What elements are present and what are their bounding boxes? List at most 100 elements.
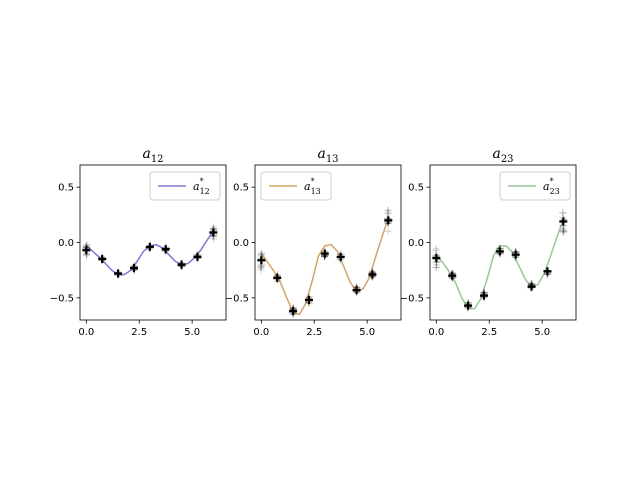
sample-mean-marker	[320, 249, 329, 258]
sample-mean-marker	[209, 228, 218, 237]
legend: a* 13	[260, 171, 332, 201]
y-tick-label: 0.0	[408, 238, 424, 249]
sample-point	[273, 271, 282, 285]
legend-label-subscript: 23	[550, 187, 560, 196]
sample-draw	[559, 209, 567, 217]
x-tick-label: 0.0	[428, 327, 444, 338]
sample-draw	[432, 264, 440, 272]
sample-point	[559, 209, 568, 236]
sample-mean-marker	[384, 216, 393, 225]
sample-point	[543, 267, 552, 279]
sample-mean-marker	[257, 256, 266, 265]
sample-point	[82, 241, 91, 259]
sample-draw	[559, 227, 567, 235]
sample-mean-marker	[114, 269, 123, 278]
legend-label-superscript: *	[550, 177, 554, 186]
sample-mean-marker	[129, 263, 138, 272]
subplot-title-subscript: 13	[326, 154, 339, 165]
legend: a* 12	[149, 171, 221, 201]
x-tick-label: 0.0	[253, 327, 269, 338]
sample-draw	[433, 263, 441, 271]
sample-point	[304, 293, 314, 307]
sample-draw	[559, 226, 567, 234]
sample-draw	[385, 210, 393, 218]
sample-point	[129, 262, 139, 274]
sample-point	[495, 244, 504, 258]
sample-draw	[432, 246, 440, 254]
sample-draw	[257, 264, 265, 272]
sample-point	[98, 253, 107, 265]
sample-draw	[257, 266, 265, 274]
sample-point	[177, 259, 186, 270]
legend-label-superscript: *	[311, 177, 315, 186]
sample-point	[161, 243, 170, 255]
sample-point	[336, 250, 345, 264]
x-tick-label: 2.5	[481, 327, 497, 338]
sample-draw	[384, 209, 392, 217]
sample-mean-marker	[368, 270, 377, 279]
sample-draw	[384, 227, 392, 235]
sample-point	[209, 223, 218, 243]
legend: a* 23	[499, 171, 571, 201]
sample-draw	[432, 245, 440, 253]
sample-draw	[560, 227, 568, 235]
subplot-title-subscript: 12	[151, 154, 164, 165]
sample-point	[448, 269, 457, 282]
y-tick-label: 0.0	[233, 238, 249, 249]
sample-point	[113, 268, 123, 280]
sample-draw	[559, 209, 567, 217]
sample-mean-marker	[304, 296, 313, 305]
sample-mean-marker	[352, 286, 361, 295]
legend-label-subscript: 13	[311, 187, 321, 196]
sample-mean-marker	[511, 250, 520, 259]
sample-mean-marker	[479, 291, 488, 300]
sample-mean-marker	[559, 217, 568, 226]
y-tick-label: 0.5	[408, 183, 424, 194]
sample-mean-marker	[336, 252, 345, 261]
sample-mean-marker	[495, 247, 504, 256]
x-tick-label: 2.5	[131, 327, 147, 338]
sample-point	[145, 242, 154, 253]
x-tick-label: 2.5	[306, 327, 322, 338]
x-tick-label: 5.0	[184, 327, 200, 338]
subplot-title-subscript: 23	[501, 154, 514, 165]
sample-mean-marker	[543, 267, 552, 276]
y-tick-label: −0.5	[225, 293, 249, 304]
sample-mean-marker	[432, 254, 441, 262]
y-tick-label: 0.5	[58, 183, 74, 194]
sample-point	[511, 248, 520, 261]
sample-mean-marker	[177, 260, 186, 269]
sample-draw	[560, 225, 568, 233]
sample-draw	[432, 261, 440, 269]
legend-label-subscript: 12	[200, 187, 210, 196]
sample-mean-marker	[464, 301, 473, 310]
x-tick-label: 5.0	[359, 327, 375, 338]
y-tick-label: 0.5	[233, 183, 249, 194]
sample-point	[527, 280, 536, 293]
sample-point	[288, 304, 298, 318]
x-tick-label: 5.0	[534, 327, 550, 338]
sample-draw	[384, 207, 392, 215]
sample-mean-marker	[527, 282, 536, 291]
sample-draw	[258, 249, 266, 257]
sample-point	[320, 247, 329, 261]
sample-mean-marker	[145, 242, 154, 251]
sample-point	[368, 268, 377, 281]
sample-mean-marker	[82, 246, 91, 255]
legend-label-superscript: *	[200, 177, 204, 186]
sample-mean-marker	[289, 307, 298, 316]
sample-mean-marker	[161, 245, 170, 254]
y-tick-label: −0.5	[400, 293, 424, 304]
sample-point	[193, 251, 202, 263]
sample-point	[432, 245, 441, 272]
sample-mean-marker	[193, 252, 202, 261]
true-curve-23	[435, 218, 565, 310]
sample-point	[479, 288, 489, 302]
sample-draw	[560, 228, 568, 236]
true-curve-13	[260, 217, 390, 316]
sample-draw	[559, 228, 567, 236]
